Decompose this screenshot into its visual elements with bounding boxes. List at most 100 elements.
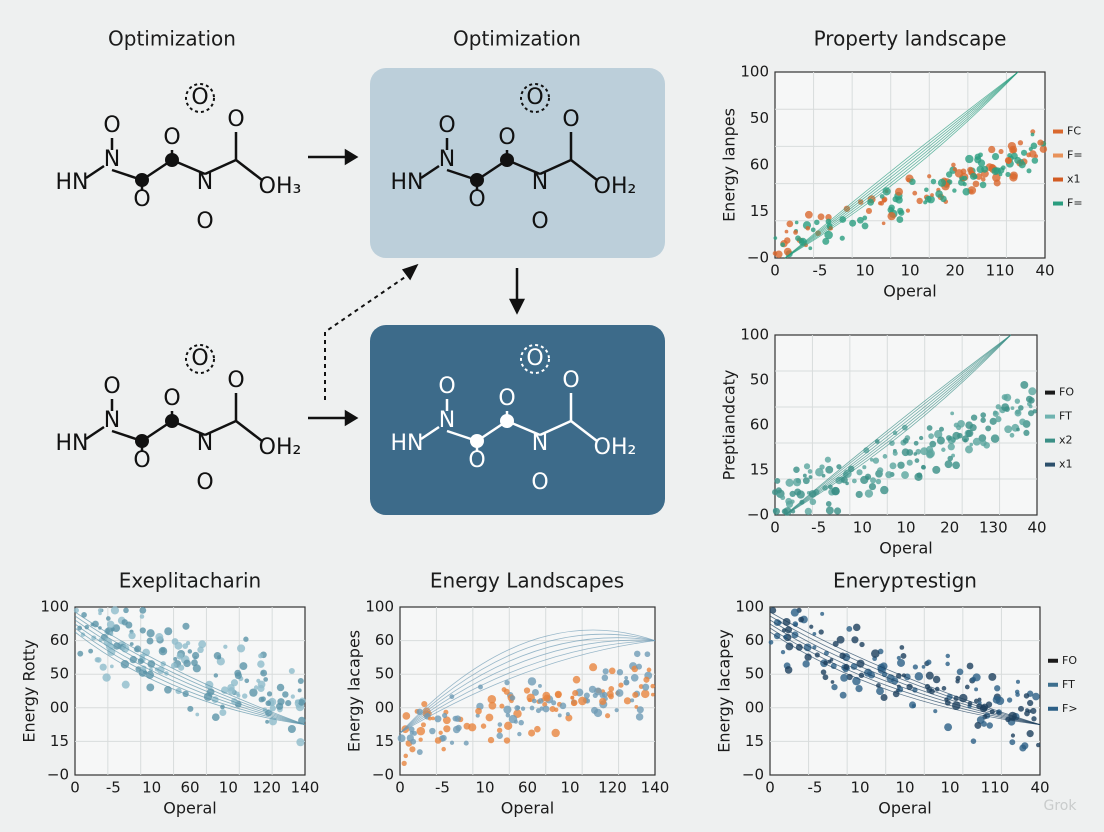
scatter-dot (924, 187, 929, 193)
scatter-dot (895, 196, 903, 204)
fit-curve (74, 611, 306, 725)
scatter-dot (551, 700, 557, 706)
scatter-dot (1032, 692, 1040, 701)
scatter-dot (443, 725, 451, 733)
scatter-dot (178, 664, 185, 671)
scatter-dot (518, 719, 524, 726)
scatter-dot (969, 189, 974, 194)
scatter-dot (499, 703, 505, 709)
scatter-dot (967, 166, 974, 174)
atom-label: O (196, 470, 213, 495)
scatter-dot (636, 663, 642, 670)
highlight-box (370, 68, 665, 258)
scatter-dot (985, 425, 992, 432)
scatter-dot (402, 712, 411, 720)
arrow-head (344, 409, 359, 427)
scatter-dot (1021, 742, 1029, 750)
y-tick-label: −0 (747, 249, 769, 267)
scatter-dot (945, 653, 951, 659)
scatter-dot (630, 673, 639, 682)
scatter-dot (191, 651, 200, 660)
scatter-dot (646, 667, 652, 673)
y-tick-label: 100 (365, 598, 394, 616)
scatter-dot (454, 715, 462, 722)
scatter-dot (876, 687, 884, 696)
scatter-dot (504, 679, 510, 686)
atom-label: N (532, 431, 548, 456)
scatter-dot (860, 475, 869, 485)
scatter-dot (237, 644, 246, 653)
scatter-dot (633, 650, 641, 658)
y-tick-label: 15 (745, 732, 764, 750)
x-tick-label: 60 (518, 779, 537, 797)
panel-title: Optimization (108, 27, 236, 51)
x-tick-label: 120 (598, 779, 627, 797)
scatter-dot (121, 619, 128, 626)
scatter-dot (142, 648, 150, 657)
scatter-dot (94, 657, 100, 663)
x-tick-label: 10 (855, 262, 874, 280)
scatter-dot (959, 693, 968, 703)
scatter-dot (897, 207, 904, 215)
scatter-dot (1010, 406, 1015, 410)
scatter-dot (503, 688, 510, 695)
y-tick-label: 60 (745, 631, 764, 649)
scatter-dot (513, 719, 518, 724)
scatter-dot (964, 684, 970, 690)
atom-label: O (438, 113, 455, 138)
scatter-dot (862, 465, 867, 470)
atom-label: OH₂ (594, 174, 637, 199)
scatter-dot (213, 673, 219, 678)
scatter-dot (977, 697, 982, 702)
scatter-dot (913, 440, 919, 446)
scatter-dot (520, 706, 526, 711)
scatter-dot (583, 692, 590, 699)
scatter-dot (195, 712, 200, 717)
scatter-dot (865, 207, 873, 214)
scatter-dot (896, 655, 901, 661)
scatter-dot (825, 506, 834, 515)
legend-label: F> (1062, 702, 1078, 715)
atom-label: HN (391, 431, 424, 456)
scatter-dot (173, 656, 178, 661)
fit-curve (784, 334, 1012, 516)
scatter-dot (1015, 409, 1021, 415)
scatter-dot (772, 489, 779, 496)
scatter-dot (926, 449, 935, 458)
scatter-dot (979, 181, 987, 189)
x-tick-label: 0 (770, 519, 780, 537)
scatter-dot (602, 668, 609, 675)
scatter-dot (211, 713, 220, 722)
scatter-dot (475, 707, 482, 715)
scatter-dot (397, 734, 406, 743)
ring (520, 344, 550, 374)
scatter-dot (92, 620, 99, 628)
plot: 100 50 60 15 −00 -5 10 10 20 130 40 Operal Preptiand… (720, 326, 1075, 558)
scatter-dot (947, 443, 955, 451)
scatter-dot (244, 678, 250, 684)
scatter-dot (842, 471, 849, 478)
scatter-dot (889, 440, 895, 446)
scatter-dot (966, 662, 974, 670)
bond (204, 419, 237, 437)
scatter-dot (810, 227, 816, 233)
bond (204, 158, 237, 176)
legend-swatch (1053, 129, 1063, 134)
scatter-dot (485, 713, 494, 722)
scatter-dot (974, 721, 982, 729)
scatter-dot (442, 712, 448, 718)
plot-title: Energy Landscapes (430, 569, 624, 593)
scatter-dot (981, 177, 986, 182)
scatter-dot (840, 673, 849, 682)
y-tick-label: 00 (745, 698, 764, 716)
legend-label: F= (1067, 149, 1083, 162)
scatter-dot (782, 618, 791, 626)
fit-curve (784, 334, 1012, 516)
scatter-dot (431, 716, 435, 721)
atom-label: N (532, 170, 548, 195)
y-tick-label: 100 (40, 598, 69, 616)
x-tick-label: 20 (945, 262, 964, 280)
scatter-dot (1037, 139, 1044, 146)
